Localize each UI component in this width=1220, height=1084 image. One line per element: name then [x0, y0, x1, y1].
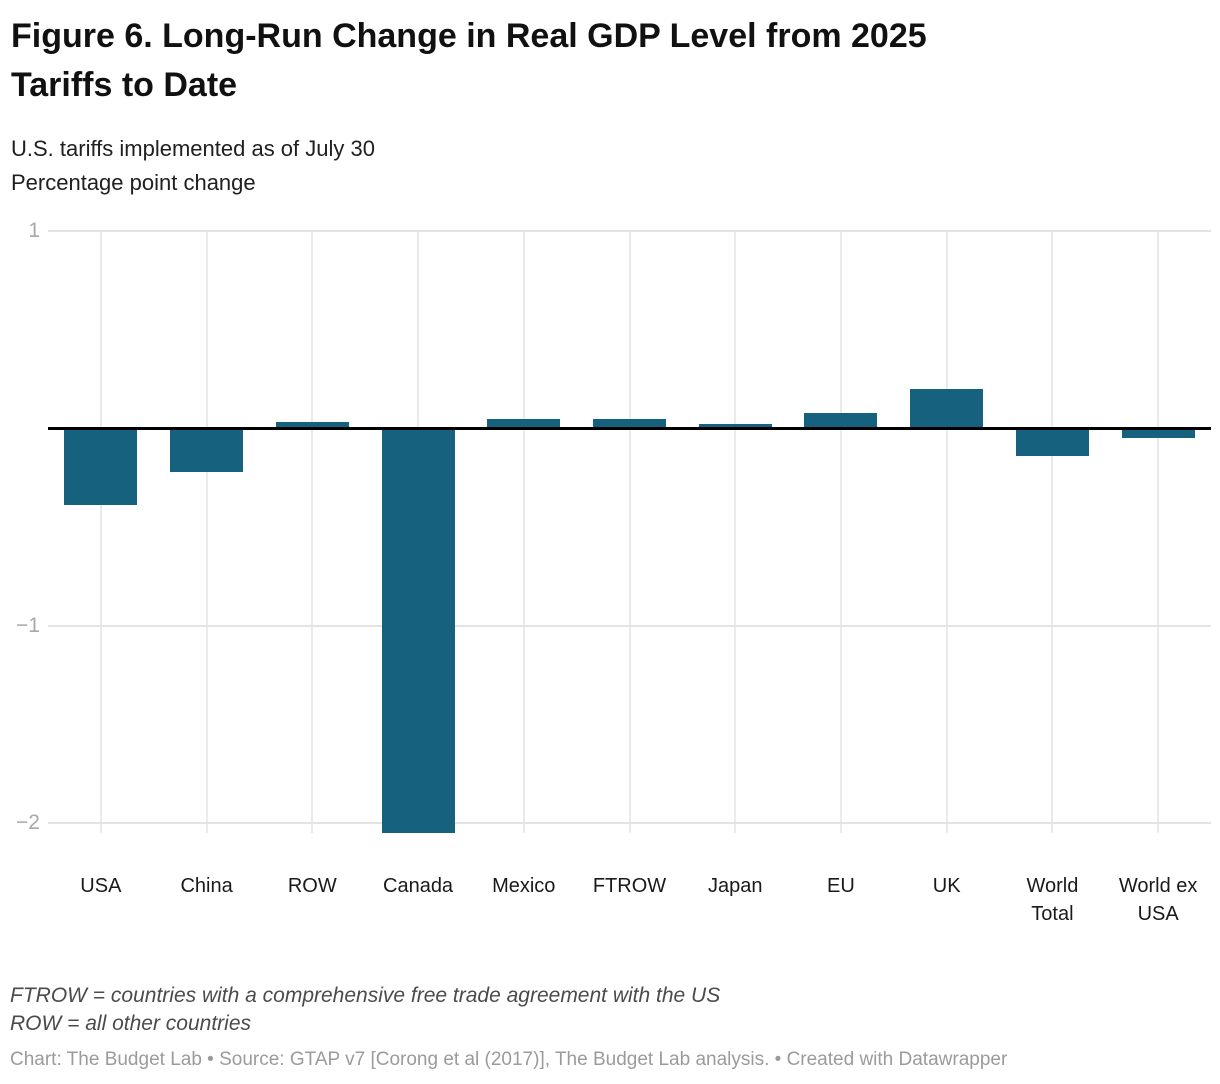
zero-baseline — [48, 426, 1211, 430]
bar-mexico[interactable] — [487, 418, 561, 429]
bar-uk[interactable] — [910, 388, 984, 429]
plot-area — [48, 230, 1211, 833]
vertical-gridline-ftrow — [628, 231, 631, 833]
y-tick-label--2: −2 — [16, 811, 40, 835]
vertical-gridline-china — [205, 231, 208, 833]
horizontal-gridline-1 — [48, 230, 1211, 232]
category-label-world-ex-usa: World ex USA — [1118, 875, 1198, 925]
bar-row[interactable] — [275, 422, 349, 429]
figure-subtitle: U.S. tariffs implemented as of July 30 P… — [11, 136, 375, 195]
category-label-row: ROW — [287, 875, 337, 897]
category-label-eu: EU — [827, 875, 855, 897]
horizontal-gridline--2 — [48, 822, 1211, 825]
bar-japan[interactable] — [698, 424, 772, 429]
category-label-world-total: World Total — [1026, 875, 1079, 925]
category-label-mexico: Mexico — [492, 875, 556, 897]
vertical-gridline-world-total — [1051, 231, 1054, 833]
footnotes: FTROW = countries with a comprehensive f… — [10, 984, 721, 1035]
figure-title: Figure 6. Long-Run Change in Real GDP Le… — [11, 17, 927, 104]
category-label-japan: Japan — [707, 875, 763, 897]
vertical-gridline-usa — [99, 231, 102, 833]
bar-ftrow[interactable] — [593, 418, 666, 429]
vertical-gridline-world-ex-usa — [1157, 231, 1160, 833]
bar-eu[interactable] — [804, 412, 878, 429]
y-tick-label-1: 1 — [28, 219, 40, 242]
category-label-ftrow: FTROW — [592, 875, 667, 897]
vertical-gridline-eu — [839, 231, 842, 833]
vertical-gridline-japan — [734, 231, 737, 833]
category-label-china: China — [180, 875, 233, 897]
bar-usa[interactable] — [64, 428, 138, 506]
credit-line: Chart: The Budget Lab • Source: GTAP v7 … — [10, 1049, 1008, 1070]
bar-china[interactable] — [170, 428, 244, 472]
category-label-uk: UK — [932, 875, 961, 897]
bar-canada[interactable] — [381, 428, 455, 833]
y-tick-label--1: −1 — [16, 613, 40, 637]
category-label-canada: Canada — [383, 875, 454, 897]
vertical-gridline-uk — [945, 231, 948, 833]
category-label-usa: USA — [80, 875, 122, 897]
horizontal-gridline--1 — [48, 624, 1211, 627]
bar-world-ex-usa[interactable] — [1121, 428, 1195, 439]
bar-world-total[interactable] — [1015, 428, 1089, 456]
vertical-gridline-row — [311, 231, 314, 833]
vertical-gridline-mexico — [522, 231, 525, 833]
